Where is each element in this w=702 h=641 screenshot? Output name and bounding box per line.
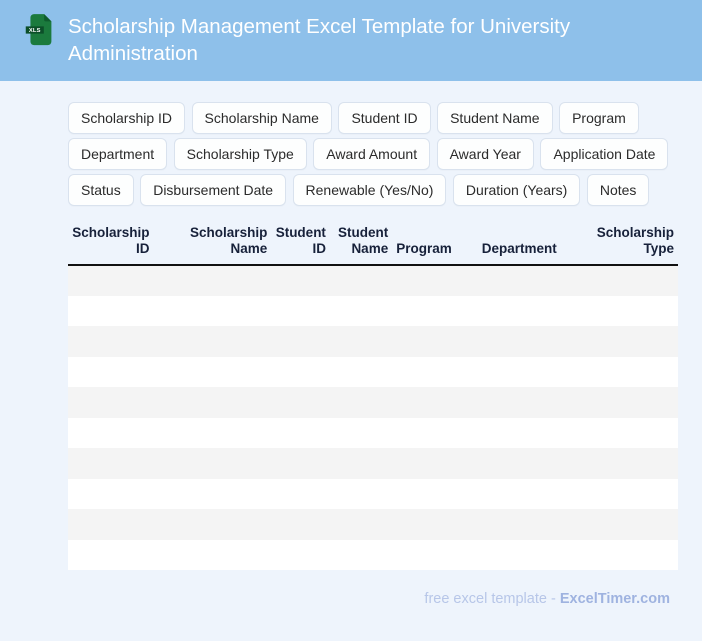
svg-text:XLS: XLS bbox=[29, 28, 41, 34]
